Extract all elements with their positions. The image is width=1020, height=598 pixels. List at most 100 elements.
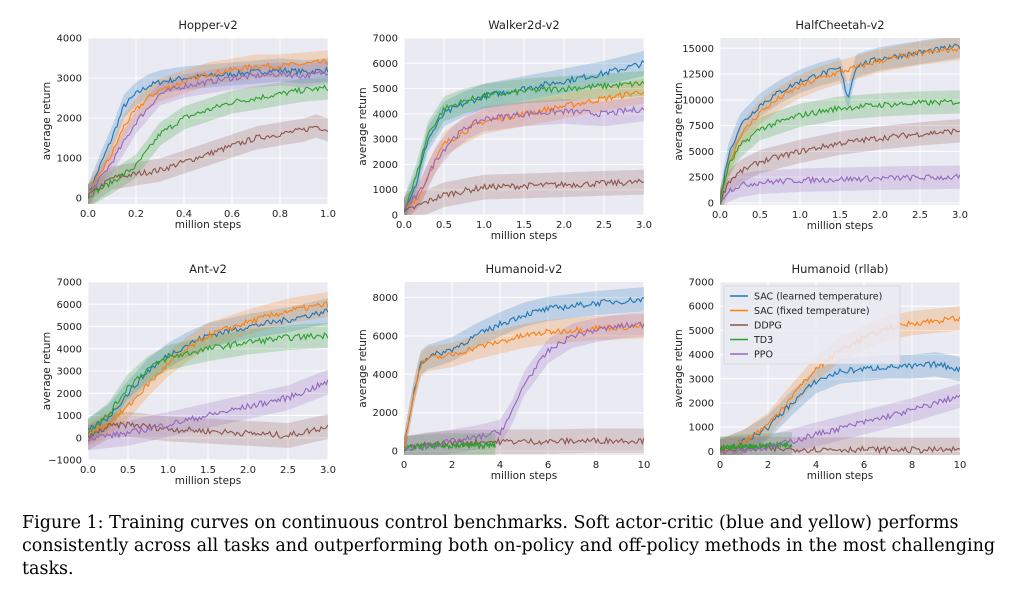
y-tick-label: 6000 bbox=[373, 331, 398, 342]
band-ppo bbox=[404, 312, 644, 455]
y-tick-label: 2000 bbox=[57, 389, 82, 400]
band-sac-fixed-temperature bbox=[720, 306, 960, 455]
panel-ant-v2: 0.0 0.5 1.0 1.5 2.0 2.5 3.0 −1000 0 1000 2000 3000 4… bbox=[41, 262, 336, 487]
x-tick-label: 2.0 bbox=[556, 220, 572, 231]
y-tick-label: 0 bbox=[76, 194, 82, 205]
band-sac-learned-temperature bbox=[720, 352, 960, 455]
legend-label: SAC (fixed temperature) bbox=[754, 306, 870, 317]
line-sac-fixed-temperature bbox=[404, 322, 644, 448]
band-sac-learned-temperature bbox=[88, 298, 328, 444]
plot-background bbox=[404, 282, 644, 455]
line-ddpg bbox=[88, 421, 328, 440]
band-sac-fixed-temperature bbox=[88, 50, 328, 204]
band-ddpg bbox=[88, 114, 328, 204]
panel-humanoid-v2: 0 2 4 6 8 10 0 2000 4000 6000 8000 Humanoid-v2 milli… bbox=[357, 262, 650, 482]
x-tick-label: 1.5 bbox=[516, 220, 532, 231]
line-sac-learned-temperature bbox=[404, 59, 644, 213]
y-tick-label: 12500 bbox=[682, 70, 714, 81]
line-ddpg bbox=[720, 128, 960, 205]
y-tick-label: 6000 bbox=[689, 302, 714, 313]
y-tick-label: 5000 bbox=[689, 147, 714, 158]
band-td3 bbox=[720, 90, 960, 205]
x-tick-label: 0.5 bbox=[120, 465, 136, 476]
y-tick-label: 7000 bbox=[373, 34, 398, 45]
y-tick-label: 3000 bbox=[57, 367, 82, 378]
y-tick-label: −1000 bbox=[48, 456, 82, 467]
band-sac-learned-temperature bbox=[404, 50, 644, 215]
band-sac-learned-temperature bbox=[404, 287, 644, 455]
series-group bbox=[720, 38, 960, 205]
y-tick-label: 1000 bbox=[57, 411, 82, 422]
band-sac-fixed-temperature bbox=[88, 291, 328, 446]
y-tick-label: 4000 bbox=[373, 109, 398, 120]
x-tick-label: 2 bbox=[765, 460, 771, 471]
y-tick-label: 4000 bbox=[57, 34, 82, 45]
x-tick-label: 2.5 bbox=[912, 210, 928, 221]
band-ppo bbox=[88, 60, 328, 204]
x-tick-label: 2.5 bbox=[596, 220, 612, 231]
x-axis-label: million steps bbox=[807, 220, 874, 232]
y-tick-label: 2000 bbox=[373, 408, 398, 419]
y-tick-label: 0 bbox=[392, 447, 398, 458]
line-sac-fixed-temperature bbox=[720, 45, 960, 203]
x-tick-label: 6 bbox=[861, 460, 867, 471]
x-axis-label: million steps bbox=[175, 219, 242, 231]
y-tick-label: 5000 bbox=[689, 326, 714, 337]
band-td3 bbox=[88, 76, 328, 204]
y-tick-label: 7500 bbox=[689, 121, 714, 132]
x-tick-label: 1.0 bbox=[476, 220, 492, 231]
x-tick-label: 10 bbox=[638, 460, 651, 471]
band-ppo bbox=[404, 96, 644, 215]
legend-label: TD3 bbox=[753, 335, 773, 346]
panel-hopper-v2: 0.0 0.2 0.4 0.6 0.8 1.0 0 1000 2000 3000 4000 Hoppe… bbox=[41, 18, 336, 231]
line-ppo bbox=[404, 105, 644, 212]
x-tick-label: 0.5 bbox=[436, 220, 452, 231]
x-tick-label: 1.0 bbox=[160, 465, 176, 476]
x-tick-label: 1.5 bbox=[832, 210, 848, 221]
x-tick-label: 0.0 bbox=[396, 220, 412, 231]
y-axis-label: average return bbox=[357, 329, 369, 407]
line-sac-learned-temperature bbox=[88, 308, 328, 432]
y-tick-label: 6000 bbox=[373, 59, 398, 70]
y-tick-label: 5000 bbox=[57, 322, 82, 333]
x-tick-label: 0.0 bbox=[80, 209, 96, 220]
caption-text: Training curves on continuous control be… bbox=[22, 513, 996, 579]
y-tick-label: 7000 bbox=[57, 278, 82, 289]
line-ppo bbox=[88, 70, 328, 196]
band-td3 bbox=[404, 71, 644, 215]
x-tick-label: 0.6 bbox=[224, 209, 240, 220]
band-ddpg bbox=[404, 169, 644, 215]
y-tick-label: 0 bbox=[708, 198, 714, 209]
y-tick-label: 4000 bbox=[373, 370, 398, 381]
y-axis-label: average return bbox=[357, 87, 369, 165]
y-tick-label: 2000 bbox=[373, 160, 398, 171]
y-tick-label: 2500 bbox=[689, 173, 714, 184]
band-ppo bbox=[720, 165, 960, 205]
y-tick-label: 4000 bbox=[689, 350, 714, 361]
y-tick-label: 1000 bbox=[689, 423, 714, 434]
line-ppo bbox=[88, 379, 328, 442]
y-axis-label: average return bbox=[41, 332, 53, 410]
line-td3 bbox=[720, 441, 793, 453]
panel-title: Walker2d-v2 bbox=[488, 18, 560, 32]
band-ppo bbox=[720, 383, 960, 455]
figure-caption: Figure 1: Training curves on continuous … bbox=[22, 512, 997, 581]
x-tick-label: 1.0 bbox=[320, 209, 336, 220]
panel-halfcheetah-v2: 0.0 0.5 1.0 1.5 2.0 2.5 3.0 0 2500 5000 7500 10000 1… bbox=[673, 18, 968, 232]
y-axis-label: average return bbox=[673, 82, 685, 160]
series-group bbox=[404, 50, 644, 215]
line-ppo bbox=[720, 394, 960, 455]
y-tick-label: 3000 bbox=[373, 135, 398, 146]
y-tick-label: 2000 bbox=[57, 114, 82, 125]
panel-title: Ant-v2 bbox=[189, 262, 227, 276]
y-tick-label: 0 bbox=[392, 211, 398, 222]
line-ddpg bbox=[404, 178, 644, 212]
panel-humanoid-rllab: 0 2 4 6 8 10 0 1000 2000 3000 4000 5000 6000 7000 Huma… bbox=[673, 262, 966, 482]
x-tick-label: 3.0 bbox=[636, 220, 652, 231]
x-tick-label: 4 bbox=[497, 460, 503, 471]
x-tick-label: 0 bbox=[401, 460, 407, 471]
band-sac-learned-temperature bbox=[88, 58, 328, 204]
x-tick-label: 0.0 bbox=[80, 465, 96, 476]
y-tick-label: 1000 bbox=[373, 185, 398, 196]
line-td3 bbox=[404, 80, 644, 212]
